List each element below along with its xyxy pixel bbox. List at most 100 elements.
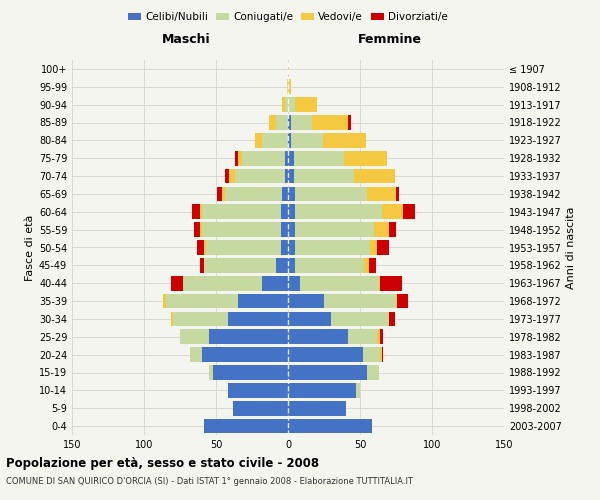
Bar — [285, 151, 288, 166]
Bar — [363, 348, 380, 362]
Bar — [389, 222, 396, 237]
Bar — [206, 240, 281, 255]
Bar — [288, 62, 289, 76]
Bar — [403, 204, 415, 219]
Bar — [209, 330, 288, 344]
Bar — [299, 276, 379, 290]
Bar — [202, 348, 288, 362]
Bar — [213, 365, 288, 380]
Bar — [382, 204, 403, 219]
Bar — [281, 204, 288, 219]
Text: Femmine: Femmine — [358, 32, 422, 46]
Bar — [288, 419, 371, 434]
Bar — [380, 330, 383, 344]
Bar — [288, 168, 294, 184]
Text: Popolazione per età, sesso e stato civile - 2008: Popolazione per età, sesso e stato civil… — [6, 458, 319, 470]
Bar — [288, 330, 349, 344]
Bar — [224, 168, 229, 184]
Y-axis label: Fasce di età: Fasce di età — [25, 214, 35, 280]
Bar — [285, 168, 288, 184]
Bar — [324, 294, 396, 308]
Text: COMUNE DI SAN QUIRICO D'ORCIA (SI) - Dati ISTAT 1° gennaio 2008 - Elaborazione T: COMUNE DI SAN QUIRICO D'ORCIA (SI) - Dat… — [6, 478, 413, 486]
Bar — [202, 204, 281, 219]
Bar — [380, 276, 402, 290]
Y-axis label: Anni di nascita: Anni di nascita — [566, 206, 576, 289]
Bar — [209, 365, 213, 380]
Bar — [288, 401, 346, 415]
Bar — [368, 258, 376, 272]
Bar — [323, 133, 366, 148]
Bar — [313, 115, 349, 130]
Legend: Celibi/Nubili, Coniugati/e, Vedovi/e, Divorziati/e: Celibi/Nubili, Coniugati/e, Vedovi/e, Di… — [124, 8, 452, 26]
Bar — [277, 115, 288, 130]
Bar — [379, 276, 380, 290]
Bar — [295, 258, 364, 272]
Bar — [281, 240, 288, 255]
Bar — [288, 240, 295, 255]
Bar — [288, 312, 331, 326]
Bar — [205, 240, 206, 255]
Bar — [331, 312, 389, 326]
Bar — [277, 258, 288, 272]
Bar — [217, 186, 222, 201]
Bar — [288, 133, 291, 148]
Bar — [288, 222, 295, 237]
Bar — [377, 330, 380, 344]
Bar — [173, 312, 227, 326]
Bar — [287, 80, 288, 94]
Bar — [288, 258, 295, 272]
Text: Maschi: Maschi — [162, 32, 211, 46]
Bar — [200, 258, 205, 272]
Bar — [281, 222, 288, 237]
Bar — [295, 222, 374, 237]
Bar — [291, 133, 323, 148]
Bar — [374, 222, 389, 237]
Bar — [285, 98, 288, 112]
Bar — [227, 312, 288, 326]
Bar — [255, 133, 262, 148]
Bar — [397, 294, 407, 308]
Bar — [233, 401, 288, 415]
Bar — [205, 419, 288, 434]
Bar — [349, 330, 377, 344]
Bar — [288, 365, 367, 380]
Bar — [282, 186, 288, 201]
Bar — [382, 348, 383, 362]
Bar — [197, 240, 205, 255]
Bar — [200, 222, 202, 237]
Bar — [194, 222, 200, 237]
Bar — [295, 240, 370, 255]
Bar — [262, 133, 288, 148]
Bar — [190, 348, 202, 362]
Bar — [367, 365, 379, 380]
Bar — [295, 186, 367, 201]
Bar — [191, 204, 200, 219]
Bar — [205, 258, 277, 272]
Bar — [367, 186, 396, 201]
Bar — [288, 186, 295, 201]
Bar — [349, 115, 352, 130]
Bar — [295, 98, 317, 112]
Bar — [229, 168, 235, 184]
Bar — [294, 168, 354, 184]
Bar — [295, 204, 382, 219]
Bar — [288, 204, 295, 219]
Bar — [222, 186, 224, 201]
Bar — [377, 240, 389, 255]
Bar — [269, 115, 277, 130]
Bar — [288, 151, 294, 166]
Bar — [163, 294, 166, 308]
Bar — [282, 98, 285, 112]
Bar — [288, 80, 291, 94]
Bar — [288, 348, 363, 362]
Bar — [235, 168, 285, 184]
Bar — [344, 151, 388, 166]
Bar — [242, 151, 285, 166]
Bar — [288, 383, 356, 398]
Bar — [364, 258, 368, 272]
Bar — [396, 186, 399, 201]
Bar — [200, 204, 202, 219]
Bar — [356, 383, 360, 398]
Bar — [262, 276, 288, 290]
Bar — [183, 276, 262, 290]
